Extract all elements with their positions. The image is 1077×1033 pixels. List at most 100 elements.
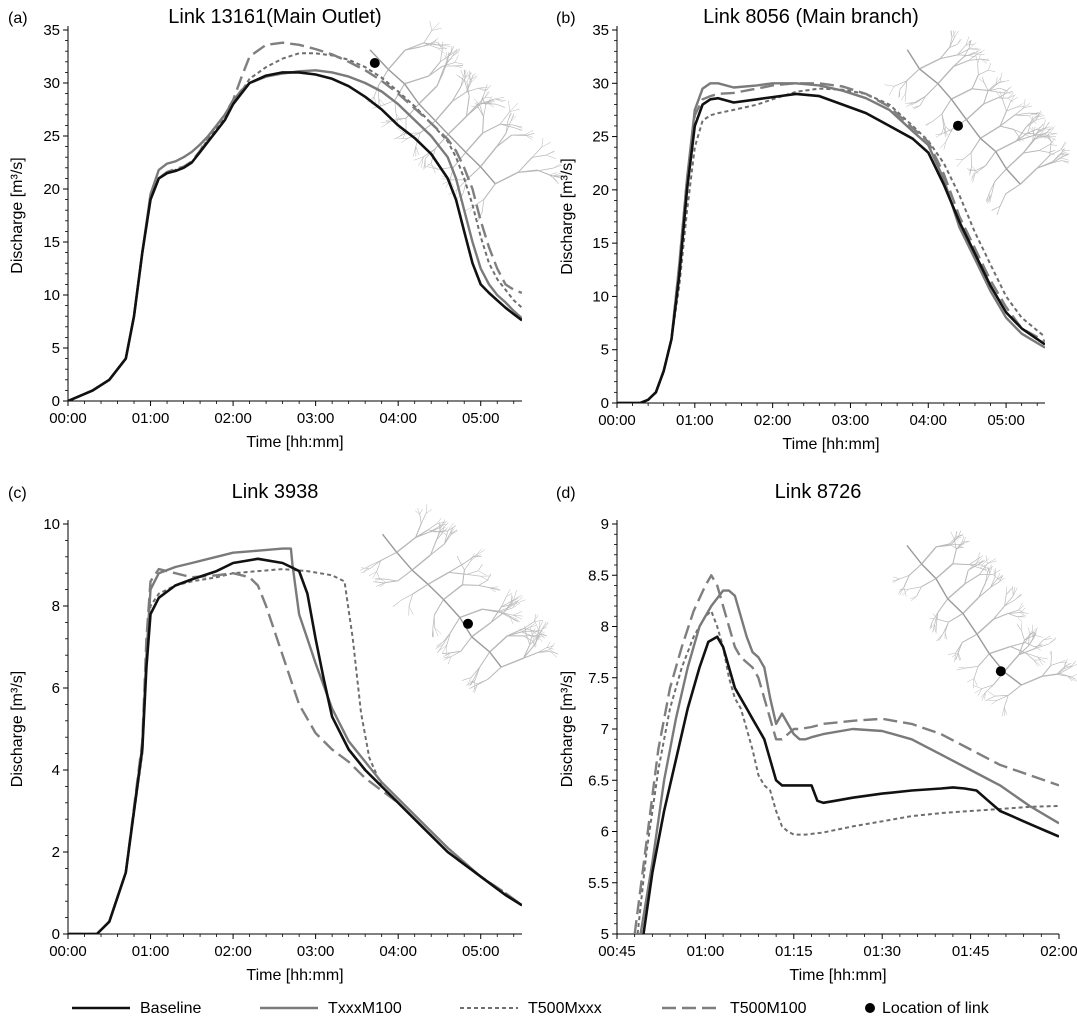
- y-tick-label: 10: [592, 288, 609, 305]
- network-main-stem: [980, 138, 995, 151]
- legend-item-t500mxxx: T500Mxxx: [460, 1000, 602, 1017]
- network-segment: [496, 104, 505, 107]
- x-tick-label: 01:00: [687, 943, 725, 960]
- network-segment: [384, 581, 398, 583]
- network-segment: [906, 81, 907, 94]
- link-location-marker: [996, 666, 1006, 676]
- network-segment: [1008, 95, 1016, 98]
- network-segment: [481, 104, 496, 105]
- legend-label: Baseline: [140, 1000, 201, 1017]
- network-segment: [962, 536, 963, 542]
- network-segment: [495, 99, 506, 101]
- x-tick-label: 00:45: [598, 943, 636, 960]
- network-segment: [480, 576, 488, 580]
- network-main-stem: [412, 570, 428, 584]
- network-segment: [467, 574, 481, 576]
- network-segment: [889, 86, 894, 95]
- network-main-stem: [907, 50, 919, 69]
- basin-network-inset: [367, 21, 564, 223]
- network-main-stem: [922, 564, 936, 579]
- network-segment: [466, 104, 481, 117]
- series-line-T500Mxxx: [638, 611, 1059, 934]
- chart-title: Link 8056 (Main branch): [703, 6, 919, 28]
- network-segment: [1006, 184, 1021, 194]
- network-segment: [974, 666, 978, 678]
- network-segment: [989, 647, 1010, 654]
- network-segment: [495, 172, 518, 184]
- y-tick-label: 25: [592, 129, 609, 146]
- network-segment: [1002, 707, 1004, 716]
- network-main-stem: [466, 152, 481, 166]
- network-segment: [478, 564, 482, 570]
- network-segment: [953, 564, 969, 565]
- chart-title: Link 8726: [775, 481, 862, 503]
- chart-title: Link 3938: [232, 481, 319, 503]
- series-line-Baseline: [68, 72, 522, 401]
- network-segment: [1015, 115, 1029, 116]
- y-tick-label: 35: [43, 22, 60, 39]
- network-segment: [452, 87, 461, 102]
- network-segment: [1036, 118, 1045, 120]
- network-segment: [513, 611, 522, 615]
- network-segment: [1035, 635, 1043, 637]
- network-segment: [405, 76, 429, 84]
- basin-network-inset: [892, 531, 1077, 717]
- network-segment: [416, 146, 419, 155]
- network-segment: [442, 42, 443, 50]
- network-segment: [393, 601, 401, 607]
- network-segment: [1061, 158, 1069, 160]
- legend-marker-dot: [865, 1003, 875, 1013]
- network-segment: [908, 587, 921, 589]
- network-segment: [911, 596, 917, 599]
- network-segment: [988, 70, 995, 72]
- network-segment: [515, 597, 523, 604]
- network-segment: [907, 69, 920, 81]
- y-tick-label: 10: [43, 287, 60, 304]
- legend-label: TxxxM100: [328, 1000, 402, 1017]
- network-segment: [542, 142, 551, 147]
- y-tick-label: 7: [601, 721, 609, 738]
- network-segment: [987, 561, 996, 564]
- network-segment: [938, 67, 954, 84]
- network-segment: [490, 636, 508, 652]
- network-segment: [484, 105, 486, 117]
- network-segment: [491, 607, 501, 623]
- network-segment: [483, 124, 501, 133]
- network-segment: [984, 83, 988, 91]
- network-segment: [917, 96, 926, 102]
- network-segment: [945, 632, 947, 640]
- y-tick-label: 5.5: [588, 875, 609, 892]
- network-segment: [958, 49, 970, 55]
- network-main-stem: [963, 614, 977, 635]
- network-main-stem: [936, 579, 948, 599]
- network-segment: [434, 627, 438, 636]
- y-tick-label: 4: [52, 762, 60, 779]
- panel-letter: (b): [556, 10, 576, 27]
- network-segment: [936, 634, 943, 641]
- network-segment: [379, 578, 386, 583]
- network-segment: [511, 116, 517, 122]
- network-main-stem: [481, 167, 496, 184]
- network-segment: [917, 587, 922, 597]
- network-segment: [1000, 81, 1009, 82]
- network-segment: [1043, 120, 1046, 129]
- network-segment: [432, 22, 440, 30]
- x-tick-label: 00:00: [49, 410, 87, 427]
- network-segment: [977, 50, 984, 54]
- network-segment: [428, 572, 449, 584]
- network-segment: [988, 691, 995, 696]
- network-segment: [933, 114, 943, 122]
- network-segment: [1005, 600, 1015, 606]
- network-segment: [989, 91, 1003, 93]
- y-tick-label: 15: [592, 235, 609, 252]
- y-tick-label: 8: [52, 598, 60, 615]
- x-tick-label: 04:00: [379, 410, 417, 427]
- legend-label: T500Mxxx: [528, 1000, 602, 1017]
- panel-letter: (a): [8, 10, 28, 27]
- y-tick-label: 6.5: [588, 772, 609, 789]
- network-main-stem: [951, 99, 966, 120]
- network-segment: [413, 146, 416, 156]
- network-segment: [942, 99, 951, 114]
